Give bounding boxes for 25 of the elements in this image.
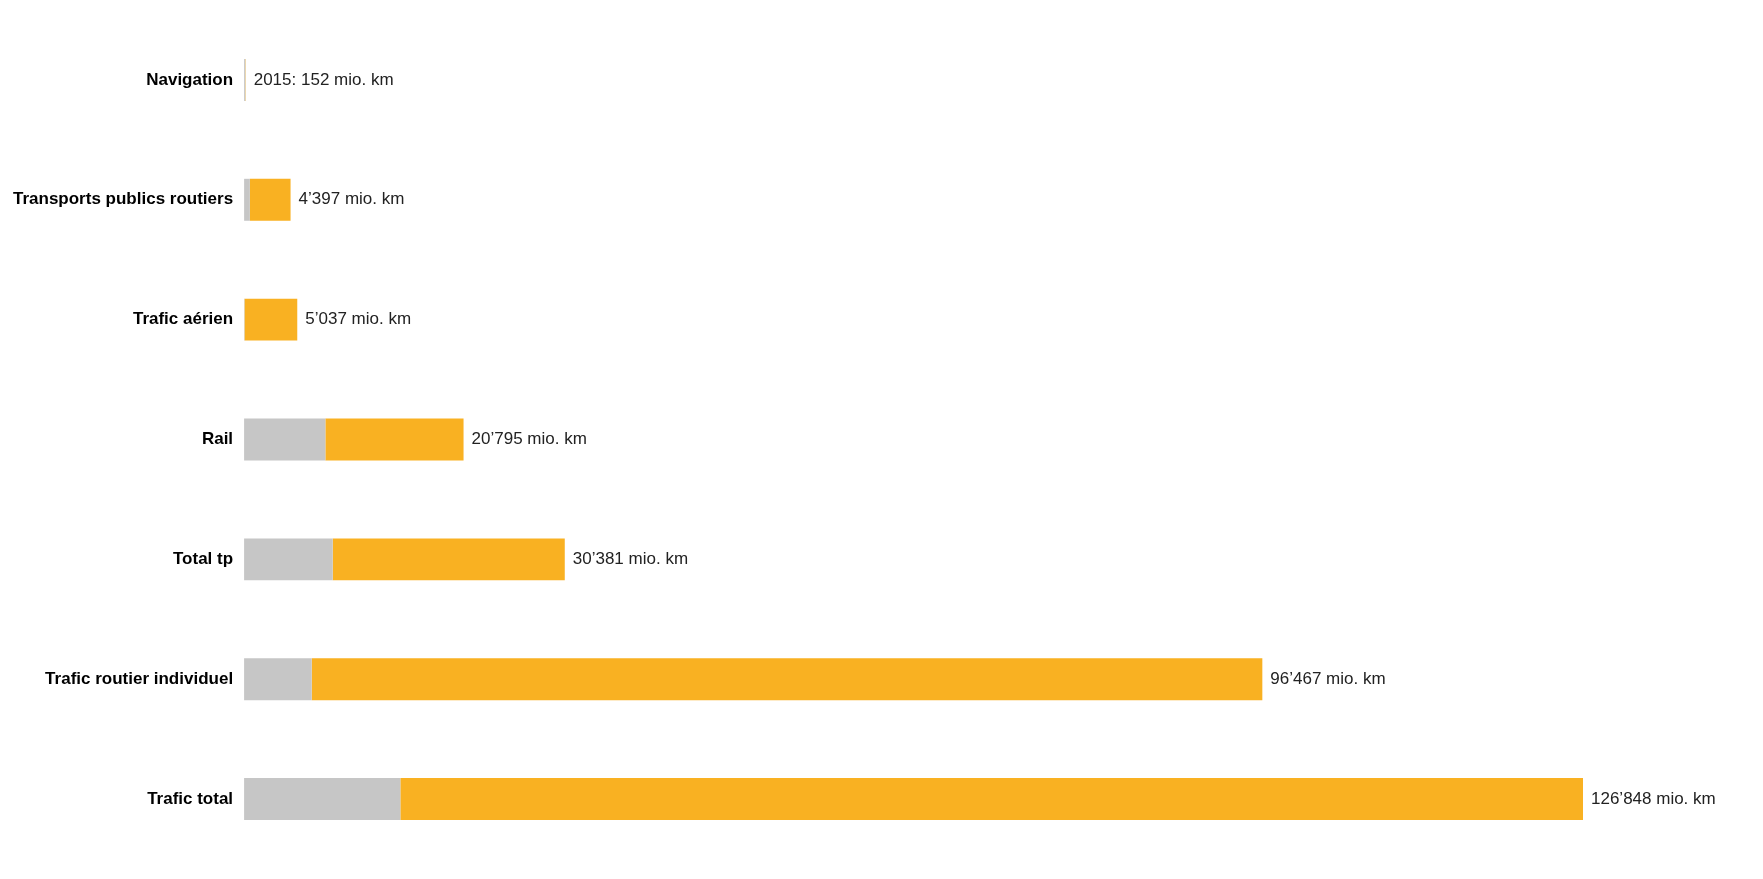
bar [244, 298, 298, 341]
y-tick-label: Transports publics routiers [12, 189, 234, 209]
y-tick-label: Rail [201, 429, 234, 449]
bar [311, 658, 1263, 701]
bar [244, 778, 401, 821]
total-label: 30’381 mio. km [572, 549, 689, 569]
bar [332, 538, 565, 581]
y-tick-label: Trafic aérien [132, 309, 234, 329]
total-label: 20’795 mio. km [471, 429, 587, 449]
y-tick-label: Trafic routier individuel [45, 668, 234, 688]
bar [244, 538, 333, 581]
y-tick-label: Trafic total [147, 788, 234, 808]
bar [249, 178, 291, 221]
total-label: 5’037 mio. km [305, 309, 412, 329]
y-tick-label: Navigation [146, 69, 234, 89]
bar [325, 418, 464, 461]
total-label: 2015: 152 mio. km [253, 69, 394, 89]
bar [244, 178, 250, 221]
bar [244, 418, 326, 461]
bar [244, 658, 312, 701]
total-label: 4’397 mio. km [298, 189, 405, 209]
total-label: 126’848 mio. km [1591, 788, 1716, 808]
bar [400, 778, 1583, 821]
y-tick-label: Total tp [172, 549, 234, 569]
total-label: 96’467 mio. km [1270, 668, 1386, 688]
